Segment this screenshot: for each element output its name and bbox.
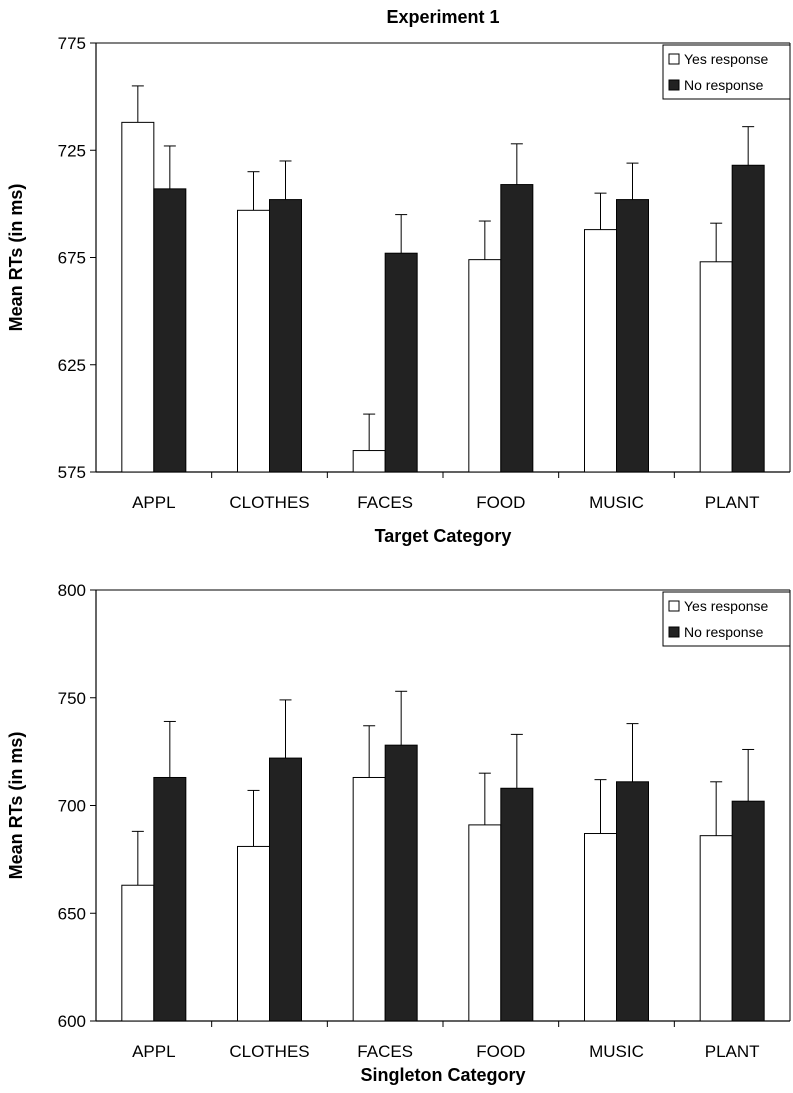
legend-label-no: No response — [684, 624, 764, 640]
bar-yes-faces — [352, 450, 386, 473]
y-axis-title: Mean RTs (in ms) — [6, 732, 26, 880]
x-tick-label: APPL — [132, 1042, 175, 1061]
legend-label-no: No response — [684, 77, 764, 93]
x-tick-label: CLOTHES — [229, 493, 309, 512]
y-tick-label: 575 — [58, 463, 86, 482]
bar-yes-clothes — [237, 845, 270, 1022]
bar-yes-clothes — [237, 209, 270, 473]
bar-yes-music — [584, 833, 617, 1022]
bar-no-appl — [153, 188, 187, 473]
y-tick-label: 625 — [58, 356, 86, 375]
bar-no-plant — [731, 800, 765, 1022]
chart-panel-2: 600 650 700 750 800 APPL CLOTHES FACES FOOD MUSIC… — [6, 581, 791, 1085]
bar-no-faces — [384, 252, 418, 473]
bar-no-clothes — [269, 199, 302, 473]
x-tick-label: FACES — [357, 493, 413, 512]
bar-no-music — [616, 781, 649, 1022]
bar-no-food — [500, 787, 534, 1022]
y-tick-label: 800 — [58, 581, 86, 600]
bar-yes-appl — [121, 884, 155, 1022]
chart-title: Experiment 1 — [386, 7, 499, 27]
x-tick-label: APPL — [132, 493, 175, 512]
x-tick-label: PLANT — [705, 1042, 760, 1061]
bar-yes-music — [584, 229, 617, 473]
bar-no-clothes — [269, 757, 302, 1022]
bar-yes-food — [468, 824, 502, 1022]
bar-yes-plant — [699, 835, 733, 1022]
bar-no-music — [616, 199, 649, 473]
x-tick-label: FOOD — [476, 1042, 525, 1061]
bar-yes-appl — [121, 121, 155, 473]
legend: Yes response No response — [662, 44, 791, 100]
bar-no-faces — [384, 744, 418, 1022]
legend: Yes response No response — [662, 591, 791, 647]
legend-swatch-no — [668, 79, 680, 91]
bar-yes-food — [468, 259, 502, 473]
y-tick-label: 775 — [58, 34, 86, 53]
x-tick-label: MUSIC — [589, 1042, 644, 1061]
x-axis-title: Singleton Category — [360, 1065, 525, 1085]
x-tick-label: PLANT — [705, 493, 760, 512]
y-tick-label: 600 — [58, 1012, 86, 1031]
legend-box — [662, 44, 791, 100]
bar-yes-plant — [699, 261, 733, 473]
chart-panel-1: Experiment 1 575 625 675 725 775 APPL CLOTHES FA… — [6, 7, 791, 546]
y-tick-label: 675 — [58, 249, 86, 268]
x-tick-label: CLOTHES — [229, 1042, 309, 1061]
legend-swatch-yes — [668, 600, 680, 612]
y-tick-label: 750 — [58, 689, 86, 708]
y-tick-label: 650 — [58, 904, 86, 923]
bar-yes-faces — [352, 776, 386, 1022]
x-axis-title: Target Category — [375, 526, 512, 546]
bar-no-food — [500, 184, 534, 473]
bar-no-plant — [731, 164, 765, 473]
x-tick-label: FOOD — [476, 493, 525, 512]
y-tick-label: 725 — [58, 141, 86, 160]
legend-box — [662, 591, 791, 647]
y-tick-label: 700 — [58, 797, 86, 816]
y-axis-title: Mean RTs (in ms) — [6, 184, 26, 332]
legend-swatch-yes — [668, 53, 680, 65]
bar-no-appl — [153, 776, 187, 1022]
legend-label-yes: Yes response — [684, 51, 769, 67]
x-tick-label: FACES — [357, 1042, 413, 1061]
legend-label-yes: Yes response — [684, 598, 769, 614]
legend-swatch-no — [668, 626, 680, 638]
x-tick-label: MUSIC — [589, 493, 644, 512]
